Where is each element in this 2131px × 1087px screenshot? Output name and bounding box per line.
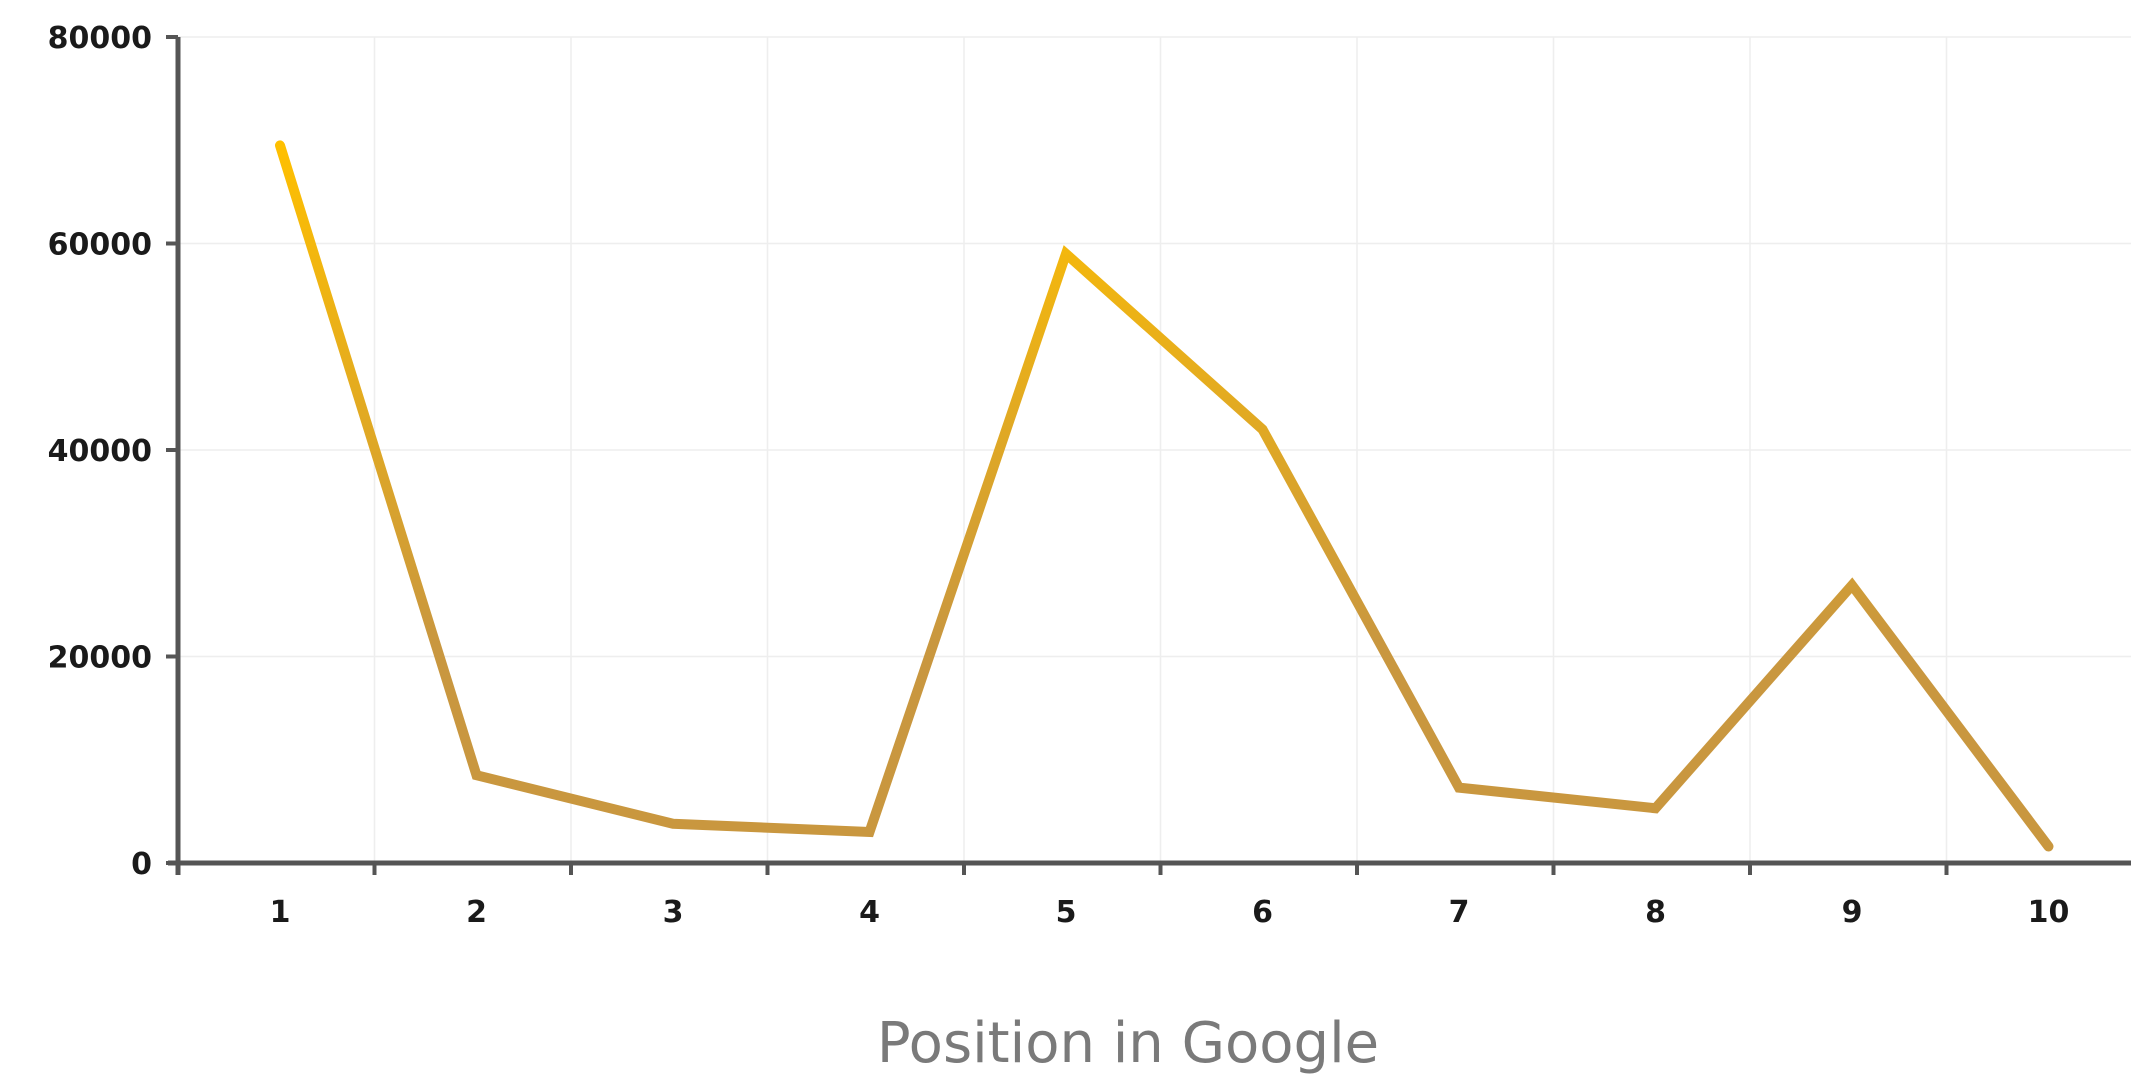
y-tick-label-1: 20000 (48, 641, 152, 676)
x-tick-label-9: 9 (1842, 895, 1863, 930)
x-axis-title: Position in Google (877, 1011, 1379, 1076)
y-tick-label-3: 60000 (48, 228, 152, 263)
x-tick-label-10: 10 (2028, 895, 2070, 930)
x-tick-label-2: 2 (466, 895, 487, 930)
x-tick-label-1: 1 (270, 895, 291, 930)
axes (166, 35, 2131, 875)
x-tick-label-6: 6 (1252, 895, 1273, 930)
series-layer (275, 140, 2054, 852)
x-tick-label-5: 5 (1056, 895, 1077, 930)
grid (178, 36, 2131, 863)
x-tick-label-7: 7 (1449, 895, 1470, 930)
series-line-0 (275, 140, 2054, 852)
y-tick-label-4: 80000 (48, 21, 152, 56)
x-tick-label-8: 8 (1645, 895, 1666, 930)
tick-labels: 0 20000 40000 60000 80000 1 2 3 4 5 6 7 8 9 10 (48, 21, 2070, 930)
y-tick-label-0: 0 (131, 847, 152, 882)
y-tick-label-2: 40000 (48, 434, 152, 469)
x-tick-label-3: 3 (663, 895, 684, 930)
x-tick-label-4: 4 (859, 895, 880, 930)
